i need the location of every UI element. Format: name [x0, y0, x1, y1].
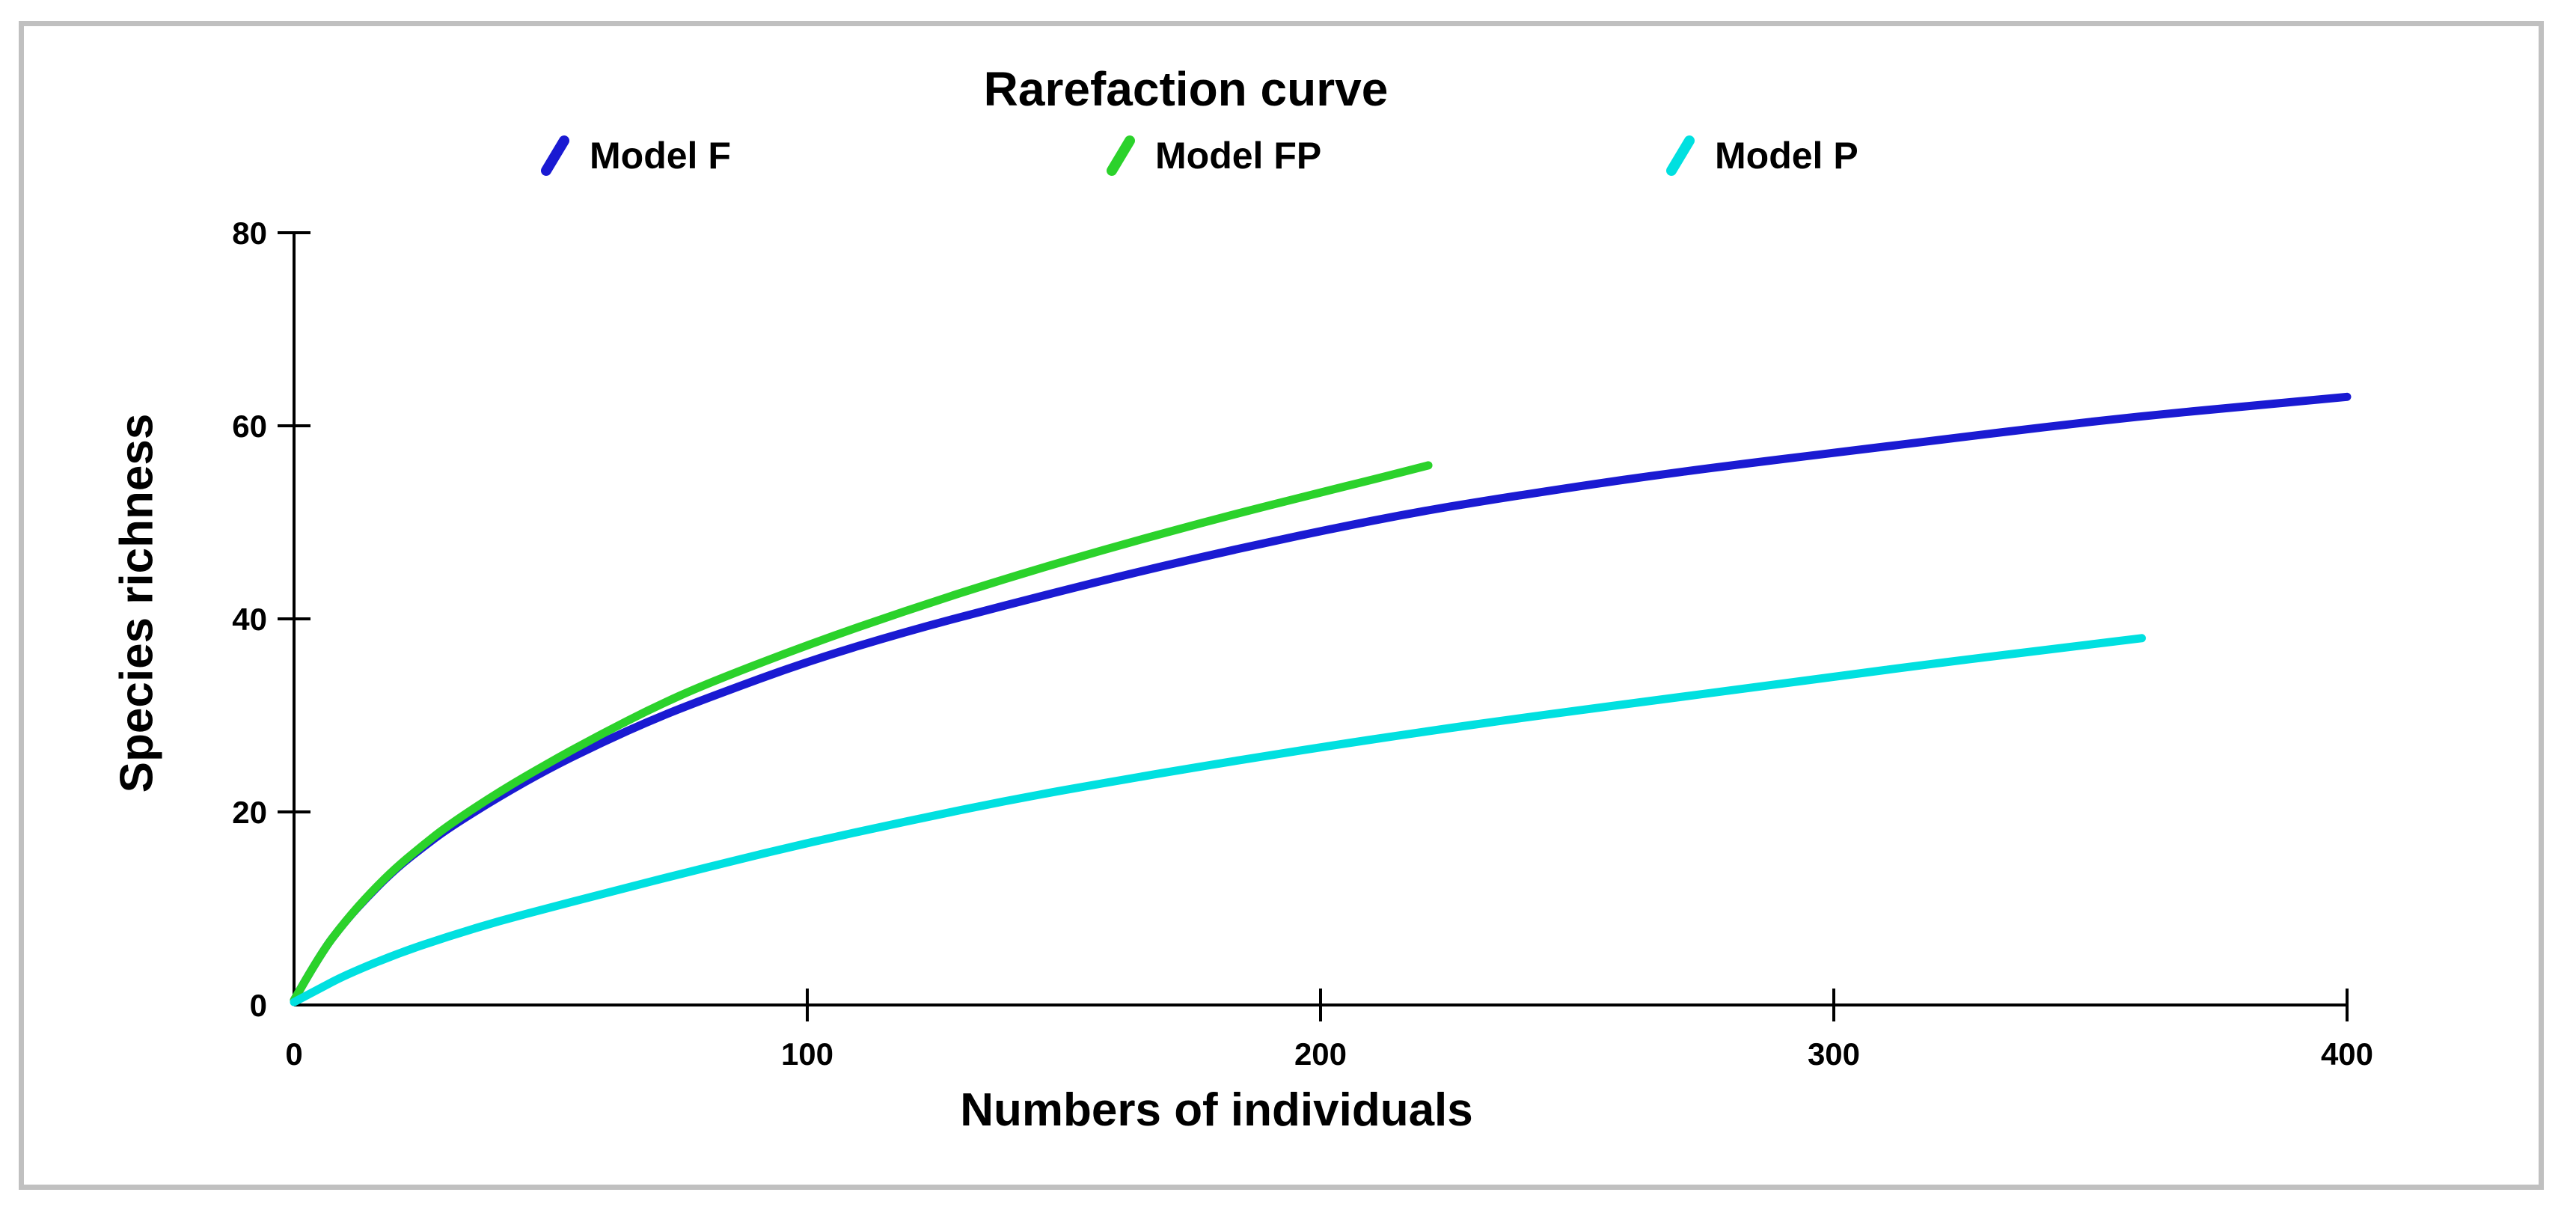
- legend-item-model-p: Model P: [1664, 135, 1858, 177]
- model-f-line-icon: [541, 135, 569, 176]
- model-p-line-icon: [1666, 135, 1695, 176]
- chart-title: Rarefaction curve: [983, 62, 1389, 116]
- x-tick-label: 300: [1808, 1036, 1860, 1072]
- curve-model-fp: [290, 461, 1433, 1005]
- y-tick-label: 60: [232, 409, 267, 444]
- legend-item-model-fp: Model FP: [1104, 135, 1321, 177]
- legend-label-model-p: Model P: [1715, 135, 1858, 177]
- figure-frame: [19, 21, 2544, 1190]
- x-tick-label: 0: [285, 1036, 302, 1072]
- curve-model-p: [290, 634, 2147, 1006]
- x-tick-label: 400: [2321, 1036, 2373, 1072]
- legend-item-model-f: Model F: [539, 135, 731, 177]
- y-tick-label: 80: [232, 216, 267, 251]
- x-tick-label: 100: [781, 1036, 833, 1072]
- x-tick-label: 200: [1294, 1036, 1347, 1072]
- y-tick-label: 0: [250, 988, 267, 1023]
- model-fp-line-icon: [1107, 135, 1135, 176]
- legend-label-model-f: Model F: [590, 135, 731, 177]
- curve-model-f: [290, 392, 2352, 1005]
- legend-label-model-fp: Model FP: [1155, 135, 1322, 177]
- y-tick-label: 40: [232, 602, 267, 637]
- x-axis-title: Numbers of individuals: [960, 1084, 1473, 1136]
- y-tick-label: 20: [232, 795, 267, 830]
